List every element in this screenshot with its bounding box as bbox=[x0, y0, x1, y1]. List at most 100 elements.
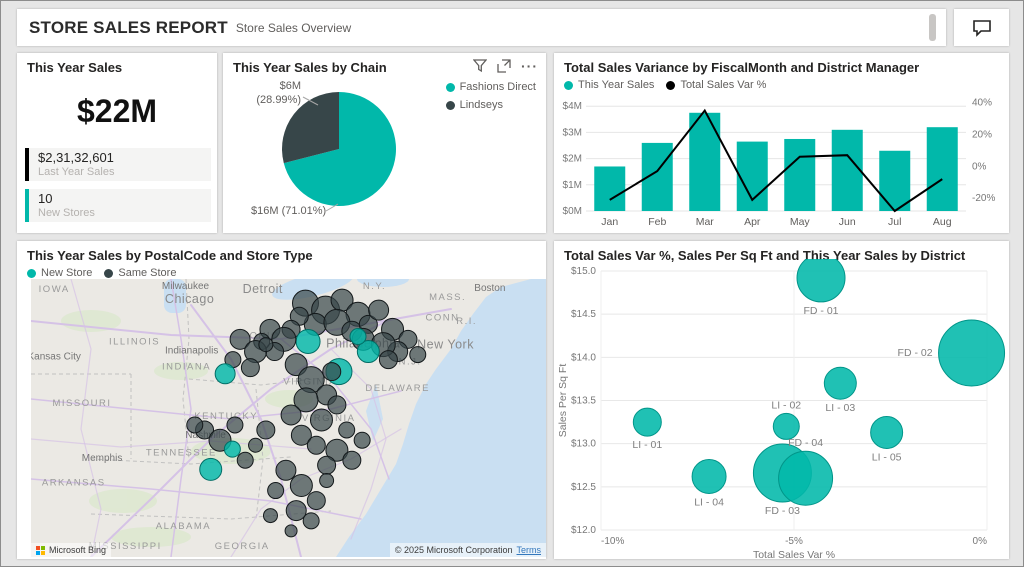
bar-jul[interactable] bbox=[879, 151, 910, 211]
map-bubble-same-store[interactable] bbox=[410, 347, 426, 363]
map-bubble-same-store[interactable] bbox=[320, 474, 334, 488]
kpi-card-this-year-sales[interactable]: This Year Sales $22M $2,31,32,601 Last Y… bbox=[17, 53, 217, 233]
bar-jan[interactable] bbox=[594, 166, 625, 211]
map-bubble-same-store[interactable] bbox=[281, 405, 301, 425]
map-bubble-same-store[interactable] bbox=[379, 351, 397, 369]
map-place-label: Milwaukee bbox=[162, 281, 210, 292]
map-place-label: Boston bbox=[474, 283, 505, 294]
map: IOWAMilwaukeeChicagoDetroitN.Y.BostonMAS… bbox=[31, 279, 546, 557]
map-bubble-same-store[interactable] bbox=[237, 452, 253, 468]
map-bubble-same-store[interactable] bbox=[241, 359, 259, 377]
map-bubble-same-store[interactable] bbox=[257, 421, 275, 439]
y-axis-right-tick: 20% bbox=[972, 129, 992, 140]
scatter-bubble-label: FD - 02 bbox=[898, 347, 933, 359]
scatter-bubble-label: LI - 04 bbox=[694, 496, 724, 508]
scatter-chart: $12.0$12.5$13.0$13.5$14.0$14.5$15.0-10%-… bbox=[554, 259, 1009, 559]
map-bubble-new-store[interactable] bbox=[200, 458, 222, 480]
map-place-label: N.Y. bbox=[363, 281, 386, 292]
scatter-bubble-li-02[interactable] bbox=[773, 413, 799, 439]
x-axis-tick: May bbox=[790, 216, 811, 228]
bar-mar[interactable] bbox=[689, 113, 720, 211]
legend-item[interactable]: This Year Sales bbox=[564, 79, 654, 91]
scatter-bubble-li-01[interactable] bbox=[633, 408, 661, 436]
map-place-label: TENNESSEE bbox=[146, 447, 217, 458]
bar-aug[interactable] bbox=[927, 127, 958, 211]
map-bubble-same-store[interactable] bbox=[263, 509, 277, 523]
map-place-label: New York bbox=[417, 338, 474, 352]
map-bubble-same-store[interactable] bbox=[328, 396, 346, 414]
map-bubble-new-store[interactable] bbox=[215, 364, 235, 384]
x-axis-tick: -5% bbox=[785, 536, 803, 547]
map-bubble-same-store[interactable] bbox=[290, 475, 312, 497]
map-bubble-same-store[interactable] bbox=[303, 513, 319, 529]
map-bubble-same-store[interactable] bbox=[249, 438, 263, 452]
y-axis-right-tick: 40% bbox=[972, 98, 992, 109]
map-bubble-new-store[interactable] bbox=[224, 441, 240, 457]
pie-callout-fashions-direct: $16M (71.01%) bbox=[251, 205, 326, 217]
map-bubble-same-store[interactable] bbox=[259, 338, 273, 352]
map-bubble-same-store[interactable] bbox=[276, 460, 296, 480]
y-axis-right-tick: -20% bbox=[972, 193, 995, 204]
map-attribution-copyright: © 2025 Microsoft Corporation Terms bbox=[390, 543, 546, 557]
legend-item[interactable]: Total Sales Var % bbox=[666, 79, 766, 91]
map-bubble-same-store[interactable] bbox=[187, 417, 203, 433]
kpi-row-new-stores: 10 New Stores bbox=[25, 189, 211, 222]
legend-label: New Store bbox=[41, 267, 92, 279]
y-axis-left-tick: $1M bbox=[563, 180, 582, 191]
map-bubble-same-store[interactable] bbox=[318, 456, 336, 474]
scatter-bubble-li-03[interactable] bbox=[824, 367, 856, 399]
x-axis-tick: Jun bbox=[839, 216, 856, 228]
legend-label: Total Sales Var % bbox=[680, 79, 766, 91]
x-axis-tick: Jul bbox=[888, 216, 901, 228]
map-bubble-same-store[interactable] bbox=[343, 451, 361, 469]
scatter-bubble-fd-01[interactable] bbox=[797, 259, 845, 302]
map-terms-link[interactable]: Terms bbox=[517, 545, 542, 555]
scatter-bubble-li-05[interactable] bbox=[871, 416, 903, 448]
scatter-bubble-fd-04[interactable] bbox=[779, 451, 833, 505]
map-bubble-same-store[interactable] bbox=[310, 409, 332, 431]
map-bubble-same-store[interactable] bbox=[323, 363, 341, 381]
map-bubble-new-store[interactable] bbox=[350, 329, 366, 345]
y-axis-left-tick: $4M bbox=[563, 101, 582, 112]
legend-item[interactable]: Same Store bbox=[104, 267, 176, 279]
y-axis-tick: $13.5 bbox=[571, 396, 596, 407]
map-attribution-brand[interactable]: Microsoft Bing bbox=[31, 543, 111, 557]
map-canvas[interactable]: IOWAMilwaukeeChicagoDetroitN.Y.BostonMAS… bbox=[31, 279, 546, 557]
comments-button[interactable] bbox=[954, 9, 1009, 46]
map-place-label: CONN bbox=[425, 312, 459, 323]
bar-may[interactable] bbox=[784, 139, 815, 211]
scatter-bubble-fd-02[interactable] bbox=[939, 320, 1005, 386]
map-bubble-same-store[interactable] bbox=[227, 417, 243, 433]
scatter-bubble-label: LI - 02 bbox=[771, 399, 801, 411]
kpi-secondary-value: $2,31,32,601 bbox=[38, 150, 114, 166]
bar-jun[interactable] bbox=[832, 130, 863, 211]
y-axis-left-tick: $2M bbox=[563, 154, 582, 165]
map-bubble-same-store[interactable] bbox=[354, 432, 370, 448]
kpi-secondary-label: New Stores bbox=[38, 207, 95, 221]
scatter-bubble-li-04[interactable] bbox=[692, 459, 726, 493]
legend-dot-icon bbox=[666, 81, 675, 90]
x-axis-tick: Aug bbox=[933, 216, 952, 228]
map-place-label: Kansas City bbox=[31, 351, 81, 362]
map-bubble-same-store[interactable] bbox=[268, 483, 284, 499]
map-bubble-same-store[interactable] bbox=[307, 436, 325, 454]
map-place-label: MASS. bbox=[429, 292, 466, 303]
y-axis-tick: $15.0 bbox=[571, 266, 596, 277]
kpi-title: This Year Sales bbox=[17, 53, 217, 75]
y-axis-title: Sales Per Sq Ft bbox=[557, 364, 569, 438]
legend-item[interactable]: New Store bbox=[27, 267, 92, 279]
map-bubble-same-store[interactable] bbox=[286, 501, 306, 521]
map-place-label: Indianapolis bbox=[165, 346, 218, 357]
map-place-label: INDIANA bbox=[162, 362, 211, 373]
header-scrollbar[interactable] bbox=[929, 14, 936, 41]
map-bubble-same-store[interactable] bbox=[307, 492, 325, 510]
map-bubble-same-store[interactable] bbox=[339, 422, 355, 438]
legend-dot-icon bbox=[564, 81, 573, 90]
map-bubble-new-store[interactable] bbox=[296, 330, 320, 354]
x-axis-tick: 0% bbox=[973, 536, 988, 547]
map-bubble-same-store[interactable] bbox=[369, 300, 389, 320]
map-bubble-same-store[interactable] bbox=[285, 525, 297, 537]
x-axis-tick: Feb bbox=[648, 216, 666, 228]
map-place-label: R.I. bbox=[456, 316, 477, 327]
microsoft-logo-icon bbox=[36, 546, 45, 555]
